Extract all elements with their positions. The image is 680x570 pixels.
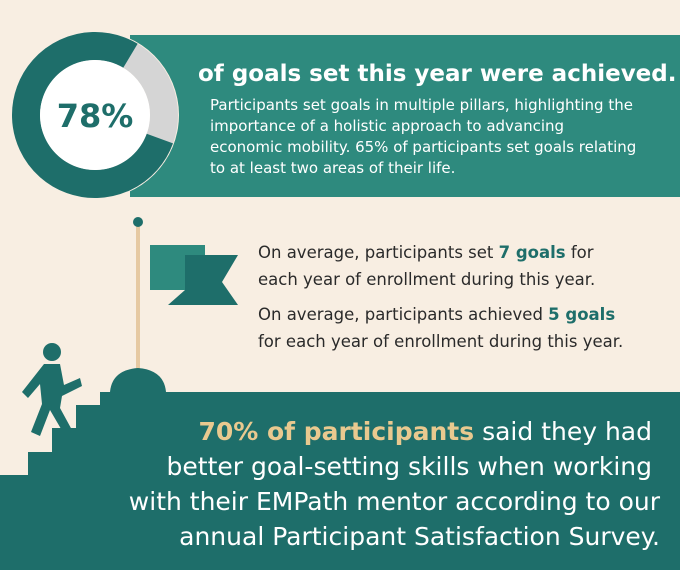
survey-line: with their EMPath mentor according to ou… xyxy=(129,487,661,516)
top-banner xyxy=(130,35,680,197)
fact-text: On average, participants achieved xyxy=(258,305,548,324)
fact-text: On average, participants set xyxy=(258,243,499,262)
survey-text: said they had xyxy=(474,417,652,446)
fact-highlight: 7 goals xyxy=(499,243,566,262)
fact-line: On average, participants achieved 5 goal… xyxy=(258,305,615,324)
survey-line: 70% of participants said they had xyxy=(198,417,652,446)
fact-text: for xyxy=(566,243,594,262)
flag-tail xyxy=(168,255,238,305)
pole-top xyxy=(133,217,143,227)
climber xyxy=(22,343,82,436)
fact-line: each year of enrollment during this year… xyxy=(258,270,595,289)
fact-line: for each year of enrollment during this … xyxy=(258,332,623,351)
hill xyxy=(110,368,166,392)
donut-arc xyxy=(12,32,178,198)
survey-highlight: 70% of participants xyxy=(198,417,474,446)
paragraph-line: to at least two areas of their life. xyxy=(210,159,455,177)
paragraph-line: economic mobility. 65% of participants s… xyxy=(210,138,636,156)
survey-line: annual Participant Satisfaction Survey. xyxy=(179,522,660,551)
paragraph-line: Participants set goals in multiple pilla… xyxy=(210,96,633,114)
fact-highlight: 5 goals xyxy=(548,305,615,324)
survey-line: better goal-setting skills when working xyxy=(167,452,652,481)
paragraph-line: importance of a holistic approach to adv… xyxy=(210,117,564,135)
stairs-band xyxy=(0,392,680,570)
fact-line: On average, participants set 7 goals for xyxy=(258,243,594,262)
headline: of goals set this year were achieved. xyxy=(198,61,677,87)
stat-label: 78% xyxy=(57,97,134,135)
donut-center xyxy=(40,60,150,170)
